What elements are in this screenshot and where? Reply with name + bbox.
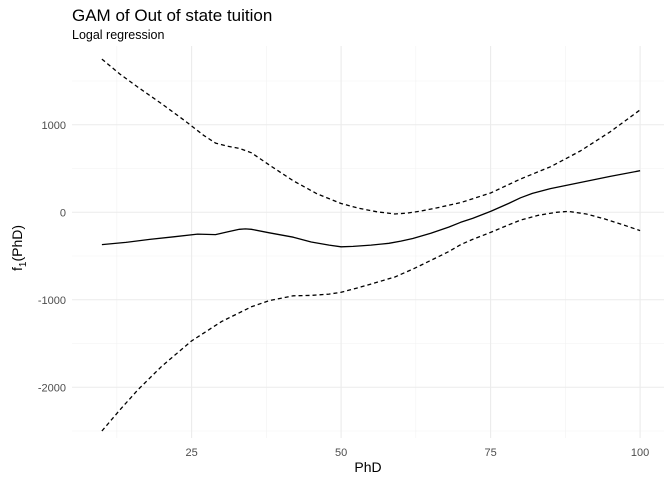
chart-subtitle: Logal regression <box>72 28 164 42</box>
confidence-band-line <box>101 210 641 432</box>
major-gridlines <box>72 46 664 438</box>
fit-line <box>101 170 641 248</box>
x-axis-ticks: 25 50 75 100 <box>185 447 649 459</box>
y-tick-label: 0 <box>60 207 66 219</box>
y-axis-label: f1(PhD) <box>9 225 29 271</box>
y-axis-label-base: f <box>9 267 25 271</box>
x-tick-label: 75 <box>484 447 496 459</box>
y-tick-label: -2000 <box>38 382 66 394</box>
x-axis-label: PhD <box>354 459 381 475</box>
confidence-band-line <box>101 58 641 215</box>
y-tick-label: 1000 <box>42 120 66 132</box>
y-tick-label: -1000 <box>38 295 66 307</box>
x-tick-label: 50 <box>335 447 347 459</box>
y-axis-label-subscript: 1 <box>18 261 29 267</box>
x-tick-label: 100 <box>631 447 649 459</box>
minor-gridlines <box>72 46 664 438</box>
y-axis-label-rest: (PhD) <box>9 225 25 262</box>
chart-title: GAM of Out of state tuition <box>72 6 272 25</box>
y-axis-ticks: -2000 -1000 0 1000 <box>38 120 66 395</box>
x-tick-label: 25 <box>185 447 197 459</box>
series-lines <box>101 58 641 432</box>
